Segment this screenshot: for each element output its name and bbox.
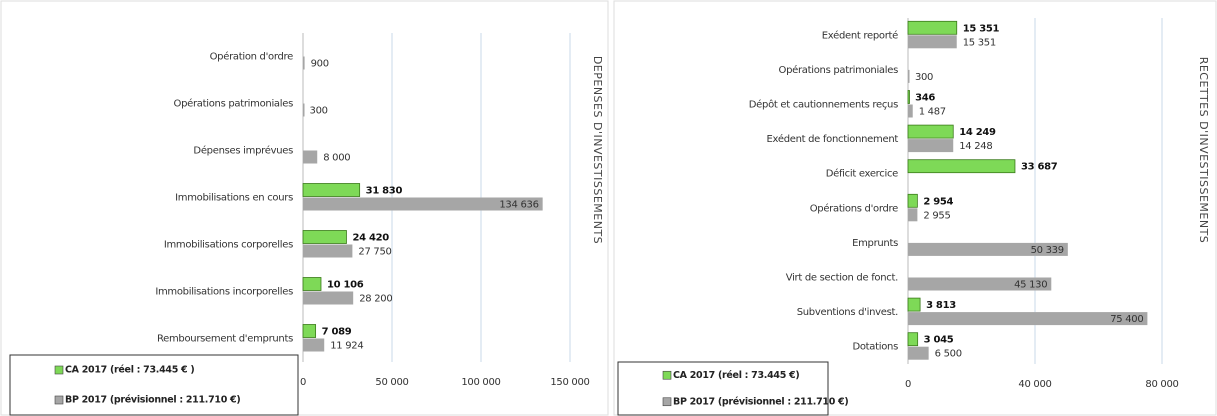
value-label: 14 248 — [959, 141, 992, 152]
bar — [907, 20, 958, 35]
value-label: 11 924 — [330, 341, 363, 352]
bar — [907, 297, 921, 312]
legend-swatch — [662, 397, 672, 407]
bar — [908, 69, 910, 83]
category-label: Immobilisations incorporelles — [155, 287, 293, 298]
legend-swatch — [54, 365, 64, 375]
bar — [907, 124, 954, 139]
legend-label: CA 2017 (réel : 73.445 € ) — [65, 365, 194, 376]
chart-title: DEPENSES D'INVESTISSEMENTS — [591, 56, 604, 244]
x-tick-label: 0 — [300, 377, 306, 388]
category-label: Opération d'ordre — [210, 51, 294, 63]
category-label: Exédent de fonctionnement — [767, 133, 899, 145]
legend-swatch — [54, 395, 64, 405]
value-label: 10 106 — [327, 280, 364, 291]
category-label: Exédent reporté — [822, 29, 898, 41]
value-label: 24 420 — [352, 233, 389, 244]
x-tick-label: 40 000 — [1018, 379, 1051, 390]
value-label: 45 130 — [1014, 280, 1047, 291]
category-label: Virt de section de fonct. — [786, 273, 898, 284]
bar — [303, 56, 305, 70]
legend-box — [9, 354, 299, 416]
bar — [908, 208, 918, 222]
value-label: 2 955 — [923, 210, 950, 221]
bar — [908, 104, 913, 118]
category-label: Opérations d'ordre — [810, 202, 898, 214]
legend-swatch — [662, 370, 672, 380]
legend-label: CA 2017 (réel : 73.445 €) — [673, 370, 799, 381]
bar — [302, 230, 347, 244]
bar — [907, 332, 919, 347]
category-label: Remboursement d'emprunts — [157, 334, 293, 345]
bar — [303, 103, 305, 117]
category-label: Déficit exercice — [826, 168, 898, 180]
value-label: 300 — [915, 72, 933, 83]
value-label: 8 000 — [323, 153, 350, 164]
category-label: Dépôt et cautionnements reçus — [749, 99, 898, 111]
category-label: Dépenses imprévues — [193, 145, 293, 157]
category-label: Emprunts — [852, 238, 898, 249]
panel-border — [0, 0, 609, 416]
bar — [908, 139, 954, 153]
value-label: 1 487 — [919, 107, 946, 118]
category-label: Opérations patrimoniales — [779, 64, 899, 76]
bar — [303, 150, 318, 164]
bar — [908, 35, 957, 49]
panel-border — [613, 0, 1217, 416]
category-label: Immobilisations corporelles — [164, 240, 293, 251]
chart-title: RECETTES D'INVESTISSEMENTS — [1197, 57, 1210, 244]
value-label: 3 813 — [926, 300, 956, 311]
bar — [907, 193, 918, 208]
x-tick-label: 150 000 — [550, 377, 589, 388]
value-label: 75 400 — [1110, 314, 1143, 325]
bar — [302, 183, 361, 197]
x-tick-label: 0 — [905, 379, 911, 390]
value-label: 6 500 — [935, 349, 962, 360]
category-label: Subventions d'invest. — [797, 307, 898, 318]
value-label: 2 954 — [923, 196, 953, 207]
value-label: 31 830 — [366, 186, 403, 197]
bar — [303, 244, 353, 258]
value-label: 346 — [915, 93, 935, 104]
value-label: 300 — [310, 106, 328, 117]
value-label: 3 045 — [924, 335, 954, 346]
value-label: 7 089 — [322, 327, 352, 338]
x-tick-label: 100 000 — [461, 377, 500, 388]
value-label: 14 249 — [959, 127, 996, 138]
bar — [908, 277, 1052, 291]
bar — [303, 291, 354, 305]
bar — [302, 324, 317, 338]
category-label: Opérations patrimoniales — [174, 98, 294, 110]
bar — [908, 346, 929, 360]
bar — [303, 197, 543, 211]
value-label: 50 339 — [1031, 245, 1064, 256]
value-label: 28 200 — [359, 294, 392, 305]
bar — [907, 90, 910, 104]
x-tick-label: 50 000 — [375, 377, 408, 388]
value-label: 134 636 — [499, 200, 538, 211]
x-tick-label: 80 000 — [1145, 379, 1178, 390]
bar — [302, 277, 322, 291]
bar — [303, 338, 325, 352]
value-label: 900 — [311, 59, 329, 70]
value-label: 15 351 — [963, 37, 996, 48]
value-label: 27 750 — [358, 247, 391, 258]
category-label: Dotations — [852, 342, 898, 353]
legend-label: BP 2017 (prévisionnel : 211.710 €) — [673, 396, 848, 407]
bar — [908, 242, 1068, 256]
bar — [907, 159, 1016, 174]
legend-label: BP 2017 (prévisionnel : 211.710 €) — [65, 395, 240, 406]
bar — [908, 312, 1148, 326]
category-label: Immobilisations en cours — [175, 193, 293, 204]
value-label: 15 351 — [963, 23, 1000, 34]
legend-box — [617, 361, 829, 416]
value-label: 33 687 — [1021, 162, 1058, 173]
